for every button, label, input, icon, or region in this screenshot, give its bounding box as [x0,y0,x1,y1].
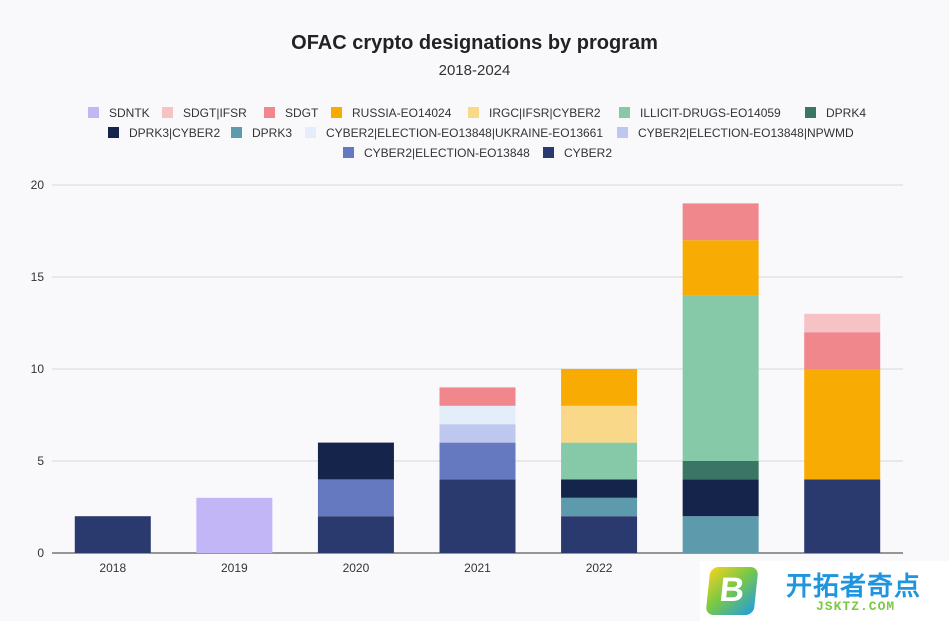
legend-swatch [88,107,99,118]
legend-item-irgc-ifsr-cyber2: IRGC|IFSR|CYBER2 [468,106,601,120]
legend-item-illicit-drugs-eo14059: ILLICIT-DRUGS-EO14059 [619,106,781,120]
bar-2023-dprk4 [682,461,759,480]
legend-label: DPRK3|CYBER2 [129,126,220,140]
legend-swatch [617,127,628,138]
bar-2023-sdgt [682,203,759,241]
x-tick-label: 2019 [221,561,248,575]
bar-2023-dprk3-cyber2 [682,479,759,517]
watermark-subtitle: JSKTZ.COM [816,599,896,614]
bar-2022-dprk3 [561,497,638,517]
legend-item-dprk3-cyber2: DPRK3|CYBER2 [108,126,220,140]
y-tick-label: 0 [37,546,44,560]
bar-2022-illicit-drugs-eo14059 [561,442,638,480]
y-axis: 0 5 10 15 20 [31,178,45,560]
bar-2024-cyber2 [804,479,881,553]
legend-swatch [331,107,342,118]
legend-item-cyber2-election-eo13848: CYBER2|ELECTION-EO13848 [343,146,530,160]
bar-2022-russia-eo14024 [561,369,638,406]
legend-swatch [231,127,242,138]
legend-label: IRGC|IFSR|CYBER2 [489,106,601,120]
watermark-badge: B [705,567,759,615]
x-tick-label: 2022 [586,561,613,575]
bar-2021-cyber2 [439,479,516,553]
legend-item-cyber2: CYBER2 [543,146,612,160]
legend-item-sdgt-ifsr: SDGT|IFSR [162,106,247,120]
legend-swatch [162,107,173,118]
legend-label: CYBER2|ELECTION-EO13848|UKRAINE-EO13661 [326,126,603,140]
x-tick-label: 2020 [343,561,370,575]
watermark-title: 开拓者奇点 [786,572,922,602]
legend-label: CYBER2|ELECTION-EO13848 [364,146,530,160]
x-tick-label: 2018 [99,561,126,575]
y-tick-label: 10 [31,362,45,376]
bar-2019-sdntk [196,497,273,553]
legend-swatch [619,107,630,118]
legend-label: SDGT [285,106,319,120]
legend-label: CYBER2|ELECTION-EO13848|NPWMD [638,126,854,140]
bar-2021-cyber2-election-eo13848 [439,442,516,480]
bar-2022-irgc-ifsr-cyber2 [561,405,638,443]
bar-2024-sdgt [804,332,881,369]
legend-label: SDNTK [109,106,150,120]
legend-label: DPRK4 [826,106,866,120]
legend-swatch [108,127,119,138]
legend-item-cyber2-election-eo13848-npwmd: CYBER2|ELECTION-EO13848|NPWMD [617,126,854,140]
legend-label: ILLICIT-DRUGS-EO14059 [640,106,781,120]
bar-2021-cyber2-election-eo13848-ukraine-eo13661 [439,405,516,425]
legend-swatch [264,107,275,118]
bar-2020-cyber2-election-eo13848 [317,479,394,517]
legend-item-dprk4: DPRK4 [805,106,866,120]
chart-title: OFAC crypto designations by program [291,32,658,54]
y-tick-label: 5 [37,454,44,468]
bars [74,203,881,553]
legend-label: RUSSIA-EO14024 [352,106,452,120]
legend-swatch [305,127,316,138]
chart-subtitle: 2018-2024 [438,62,511,79]
legend-label: DPRK3 [252,126,292,140]
bar-2018-cyber2 [74,516,151,553]
legend-item-russia-eo14024: RUSSIA-EO14024 [331,106,452,120]
legend-swatch [468,107,479,118]
x-tick-label: 2021 [464,561,491,575]
legend: SDNTK SDGT|IFSR SDGT RUSSIA-EO14024 IRGC|IFS… [88,106,866,160]
bar-2020-dprk3-cyber2 [317,442,394,480]
legend-item-cyber2-election-eo13848-ukraine-eo13661: CYBER2|ELECTION-EO13848|UKRAINE-EO13661 [305,126,603,140]
bar-2021-cyber2-election-eo13848-npwmd [439,424,516,443]
bar-2021-sdgt [439,387,516,406]
legend-item-dprk3: DPRK3 [231,126,292,140]
bar-2022-cyber2 [561,516,638,553]
legend-swatch [343,147,354,158]
bar-2024-sdgt-ifsr [804,313,881,333]
legend-swatch [543,147,554,158]
y-tick-label: 15 [31,270,45,284]
bar-2023-dprk3 [682,516,759,553]
bar-2020-cyber2 [317,516,394,553]
legend-item-sdntk: SDNTK [88,106,150,120]
y-tick-label: 20 [31,178,45,192]
legend-swatch [805,107,816,118]
legend-item-sdgt: SDGT [264,106,319,120]
bar-2022-dprk3-cyber2 [561,479,638,498]
bar-2024-russia-eo14024 [804,369,881,480]
legend-label: CYBER2 [564,146,612,160]
bar-2023-russia-eo14024 [682,240,759,296]
legend-label: SDGT|IFSR [183,106,247,120]
watermark-logo: B 开拓者奇点 JSKTZ.COM [700,561,949,621]
watermark-badge-letter: B [717,571,747,609]
bar-2023-illicit-drugs-eo14059 [682,295,759,461]
